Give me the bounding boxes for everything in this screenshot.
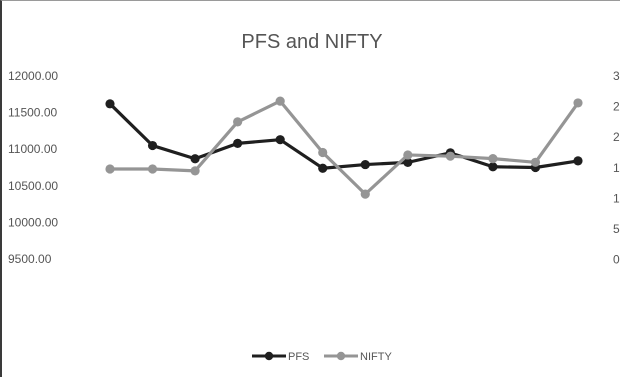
- legend-marker-pfs: [264, 351, 274, 361]
- data-point-pfs: [105, 99, 115, 109]
- right-tick-label: 0: [613, 253, 620, 267]
- legend-label-nifty: NIFTY: [360, 351, 392, 363]
- data-point-nifty: [318, 147, 328, 158]
- right-tick-label: 15: [613, 161, 620, 175]
- series-group: [105, 96, 583, 199]
- data-point-nifty: [360, 189, 370, 199]
- legend-marker-nifty: [336, 351, 346, 361]
- left-tick-label: 9500.00: [8, 252, 52, 266]
- data-point-nifty: [190, 166, 200, 176]
- data-point-nifty: [147, 164, 158, 174]
- data-point-nifty: [573, 98, 583, 108]
- data-point-nifty: [233, 117, 243, 127]
- data-point-pfs: [275, 135, 285, 145]
- series-line-pfs: [108, 102, 580, 170]
- data-point-pfs: [233, 138, 243, 148]
- data-point-pfs: [573, 156, 583, 166]
- data-point-pfs: [318, 163, 328, 173]
- data-point-nifty: [445, 151, 455, 161]
- left-axis-ticks: 12000.00 11500.00 11000.00 10500.00 10000.00…: [8, 69, 58, 266]
- data-point-nifty: [275, 96, 285, 106]
- legend: PFS NIFTY: [252, 351, 392, 363]
- right-tick-label: 30: [613, 69, 620, 83]
- right-tick-label: 25: [613, 100, 620, 114]
- left-tick-label: 10500.00: [8, 179, 58, 193]
- chart-title: PFS and NIFTY: [241, 31, 383, 53]
- data-point-pfs: [488, 162, 498, 172]
- data-point-nifty: [105, 164, 115, 174]
- left-tick-label: 11000.00: [8, 142, 57, 156]
- data-point-nifty: [403, 150, 413, 160]
- left-tick-label: 12000.00: [8, 69, 58, 83]
- data-point-pfs: [147, 140, 158, 151]
- data-point-pfs: [190, 154, 200, 164]
- right-tick-label: 5: [613, 222, 620, 236]
- left-tick-label: 10000.00: [8, 215, 58, 229]
- data-point-nifty: [488, 154, 498, 164]
- right-axis-ticks: 30 25 20 15 10 5 0: [613, 69, 620, 267]
- left-tick-label: 11500.00: [8, 106, 57, 120]
- right-tick-label: 20: [613, 130, 620, 144]
- legend-label-pfs: PFS: [288, 351, 309, 363]
- data-point-pfs: [360, 159, 370, 170]
- series-line-nifty: [108, 99, 580, 196]
- data-point-pfs: [403, 157, 413, 167]
- data-point-nifty: [530, 157, 541, 167]
- right-tick-label: 10: [613, 191, 620, 205]
